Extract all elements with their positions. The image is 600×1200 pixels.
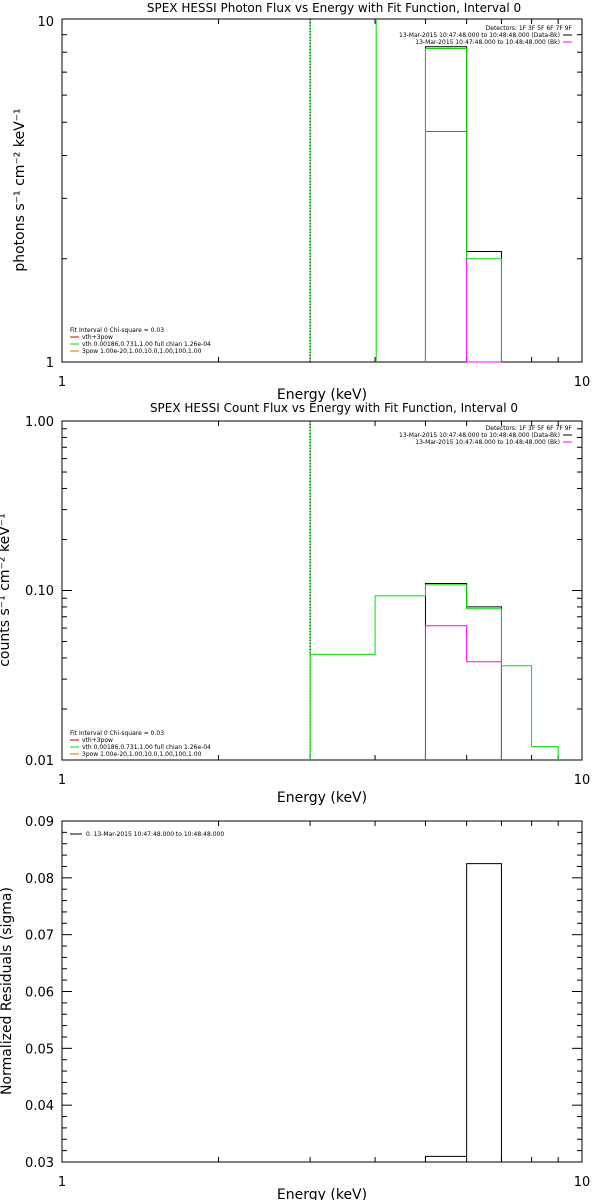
count-series xyxy=(309,582,559,760)
residuals-plot-frame xyxy=(61,820,583,1163)
residuals-ytick-label: 0.05 xyxy=(25,1042,54,1057)
residuals-legend: 0. 13-Mar-2015 10:47:48.000 to 10:48:48.… xyxy=(86,831,224,838)
photon-fit-3pow: 3pow 1.00e-20,1.00,10.0,1.00,100,1.00 xyxy=(82,348,202,355)
residuals-ytick-label: 0.08 xyxy=(25,872,54,887)
photon-chart-title: SPEX HESSI Photon Flux vs Energy with Fi… xyxy=(147,1,521,15)
photon-xtick-label-1: 1 xyxy=(58,375,66,390)
residuals-ytick-labels: 0.03 0.04 0.05 0.06 0.07 0.08 0.09 xyxy=(25,815,54,1171)
photon-fit-vth: vth 0.00186,0.731,1.00 full chian 1.26e-… xyxy=(82,341,211,348)
count-fit-total: vth+3pow xyxy=(82,737,113,744)
residuals-ytick-label: 0.04 xyxy=(25,1099,54,1114)
residuals-ytick-label: 0.06 xyxy=(25,986,54,1001)
photon-series xyxy=(424,46,502,363)
residuals-panel: 1 10 0.03 0.04 0.05 0.06 0.07 0.08 0.09 … xyxy=(0,815,590,1200)
photon-fit-info: Fit Interval 0 Chi-square = 0.03 xyxy=(70,327,164,334)
count-chart-title: SPEX HESSI Count Flux vs Energy with Fit… xyxy=(150,401,518,415)
photon-legend-detectors: Detectors: 1F 3F 5F 6F 7F 9F xyxy=(486,25,573,32)
count-ticks xyxy=(61,420,583,761)
photon-ticks xyxy=(61,18,583,363)
count-legend-bkg: 13-Mar-2015 10:47:48.000 to 10:48:48.000… xyxy=(415,439,560,446)
photon-series-2 xyxy=(424,48,502,362)
photon-ytick-label-1: 1 xyxy=(46,356,54,371)
residuals-xtick-label-1: 1 xyxy=(58,1175,66,1190)
count-flux-panel: SPEX HESSI Count Flux vs Energy with Fit… xyxy=(0,401,590,806)
residuals-ytick-label: 0.03 xyxy=(25,1156,54,1171)
count-ytick-label-001: 0.01 xyxy=(25,754,54,769)
count-fit-3pow: 3pow 1.00e-20,1.00,10.0,1.00,100,1.00 xyxy=(82,751,202,758)
photon-flux-panel: SPEX HESSI Photon Flux vs Energy with Fi… xyxy=(12,1,590,403)
count-ylabel: counts s⁻¹ cm⁻² keV⁻¹ xyxy=(0,513,13,667)
photon-plot-frame xyxy=(61,18,583,363)
residuals-series-0 xyxy=(424,863,502,1162)
count-legend-data: 13-Mar-2015 10:47:48.000 to 10:48:48.000… xyxy=(399,432,560,439)
residuals-xlabel: Energy (keV) xyxy=(277,1187,367,1200)
count-plot-frame xyxy=(61,420,583,761)
photon-series-0 xyxy=(424,46,502,362)
count-ytick-label-100: 1.00 xyxy=(25,415,54,430)
count-legend-detectors: Detectors: 1F 3F 5F 6F 7F 9F xyxy=(486,425,573,432)
photon-ylabel: photons s⁻¹ cm⁻² keV⁻¹ xyxy=(12,108,28,271)
residuals-ticks xyxy=(61,820,583,1163)
photon-series-1 xyxy=(424,130,502,363)
count-series-0 xyxy=(424,582,502,760)
count-series-1 xyxy=(424,625,502,760)
photon-ytick-label-10: 10 xyxy=(37,15,54,30)
residuals-ylabel: Normalized Residuals (sigma) xyxy=(0,887,15,1095)
residuals-ytick-label: 0.07 xyxy=(25,929,54,944)
count-xlabel: Energy (keV) xyxy=(277,790,367,806)
photon-xtick-label-10: 10 xyxy=(574,375,591,390)
count-xtick-label-1: 1 xyxy=(58,773,66,788)
photon-legend-data: 13-Mar-2015 10:47:48.000 to 10:48:48.000… xyxy=(399,32,560,39)
residuals-ytick-label: 0.09 xyxy=(25,815,54,830)
count-fit-info: Fit Interval 0 Chi-square = 0.03 xyxy=(70,730,164,737)
residuals-xtick-label-10: 10 xyxy=(574,1175,591,1190)
photon-legend-bkg: 13-Mar-2015 10:47:48.000 to 10:48:48.000… xyxy=(415,39,560,46)
count-series-2 xyxy=(309,584,559,760)
photon-fit-total: vth+3pow xyxy=(82,334,113,341)
photon-vlines xyxy=(309,19,377,362)
photon-xlabel: Energy (keV) xyxy=(277,387,367,403)
count-xtick-label-10: 10 xyxy=(574,773,591,788)
count-ytick-label-010: 0.10 xyxy=(25,584,54,599)
residuals-series xyxy=(424,863,502,1162)
count-fit-vth: vth 0.00186,0.731,1.00 full chian 1.26e-… xyxy=(82,744,211,751)
